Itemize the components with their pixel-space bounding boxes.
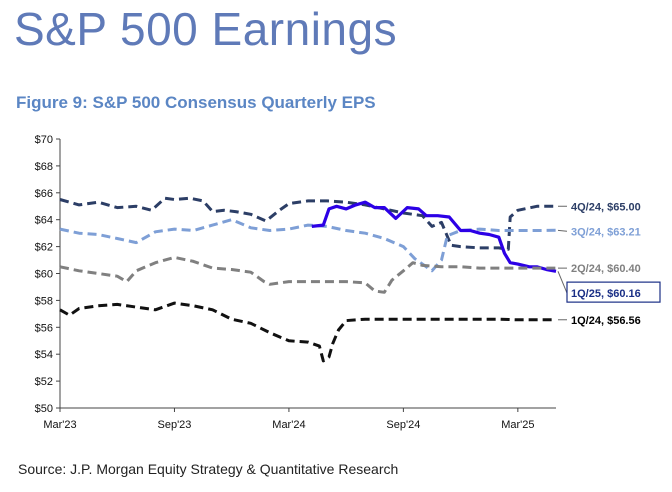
series-end-label-1q-25: 1Q/25, $60.16: [571, 288, 641, 300]
series-line-1q-24: [59, 301, 556, 363]
series-line-2q-24: [59, 255, 556, 294]
y-tick-label: $66: [35, 188, 53, 200]
y-tick-label: $50: [35, 403, 53, 415]
y-tick-label: $52: [35, 376, 53, 388]
y-axis-ticks: $70 $68 $66 $64 $62 $60 $58 $56 $54 $52 $50: [35, 134, 60, 415]
x-tick-label: Mar'25: [501, 419, 534, 431]
x-tick-label: Mar'24: [272, 419, 305, 431]
figure-title: Figure 9: S&P 500 Consensus Quarterly EP…: [16, 93, 376, 112]
page-title: S&P 500 Earnings: [14, 3, 398, 55]
series-line-4q-24: [59, 196, 556, 251]
y-tick-label: $64: [35, 215, 53, 227]
source-note: Source: J.P. Morgan Equity Strategy & Qu…: [18, 461, 399, 477]
label-leader-line: [557, 271, 568, 294]
x-tick-label: Sep'24: [386, 419, 420, 431]
highlight-label-box: [566, 281, 661, 303]
series-end-label-1q-24: 1Q/24, $56.56: [571, 315, 641, 327]
series-end-label-2q-24: 2Q/24, $60.40: [571, 263, 641, 275]
y-tick-label: $70: [35, 134, 53, 146]
series-end-label-4q-24: 4Q/24, $65.00: [571, 201, 641, 213]
chart-axes: [59, 139, 556, 409]
y-tick-label: $62: [35, 242, 53, 254]
y-tick-label: $60: [35, 269, 53, 281]
chart-series: [59, 196, 557, 363]
series-end-labels: 4Q/24, $65.00 3Q/24, $63.21 2Q/24, $60.40 1…: [557, 201, 661, 327]
y-tick-label: $54: [35, 349, 53, 361]
y-tick-label: $68: [35, 161, 53, 173]
label-leader-line: [557, 229, 568, 232]
series-line-3q-24: [59, 218, 557, 273]
y-tick-label: $58: [35, 295, 53, 307]
x-tick-label: Sep'23: [158, 419, 192, 431]
x-tick-label: Mar'23: [43, 419, 76, 431]
x-axis-ticks: Mar'23 Sep'23 Mar'24 Sep'24 Mar'25: [43, 408, 534, 431]
series-end-label-3q-24: 3Q/24, $63.21: [571, 226, 641, 238]
y-tick-label: $56: [35, 322, 53, 334]
series-line-1q-25: [311, 200, 557, 273]
